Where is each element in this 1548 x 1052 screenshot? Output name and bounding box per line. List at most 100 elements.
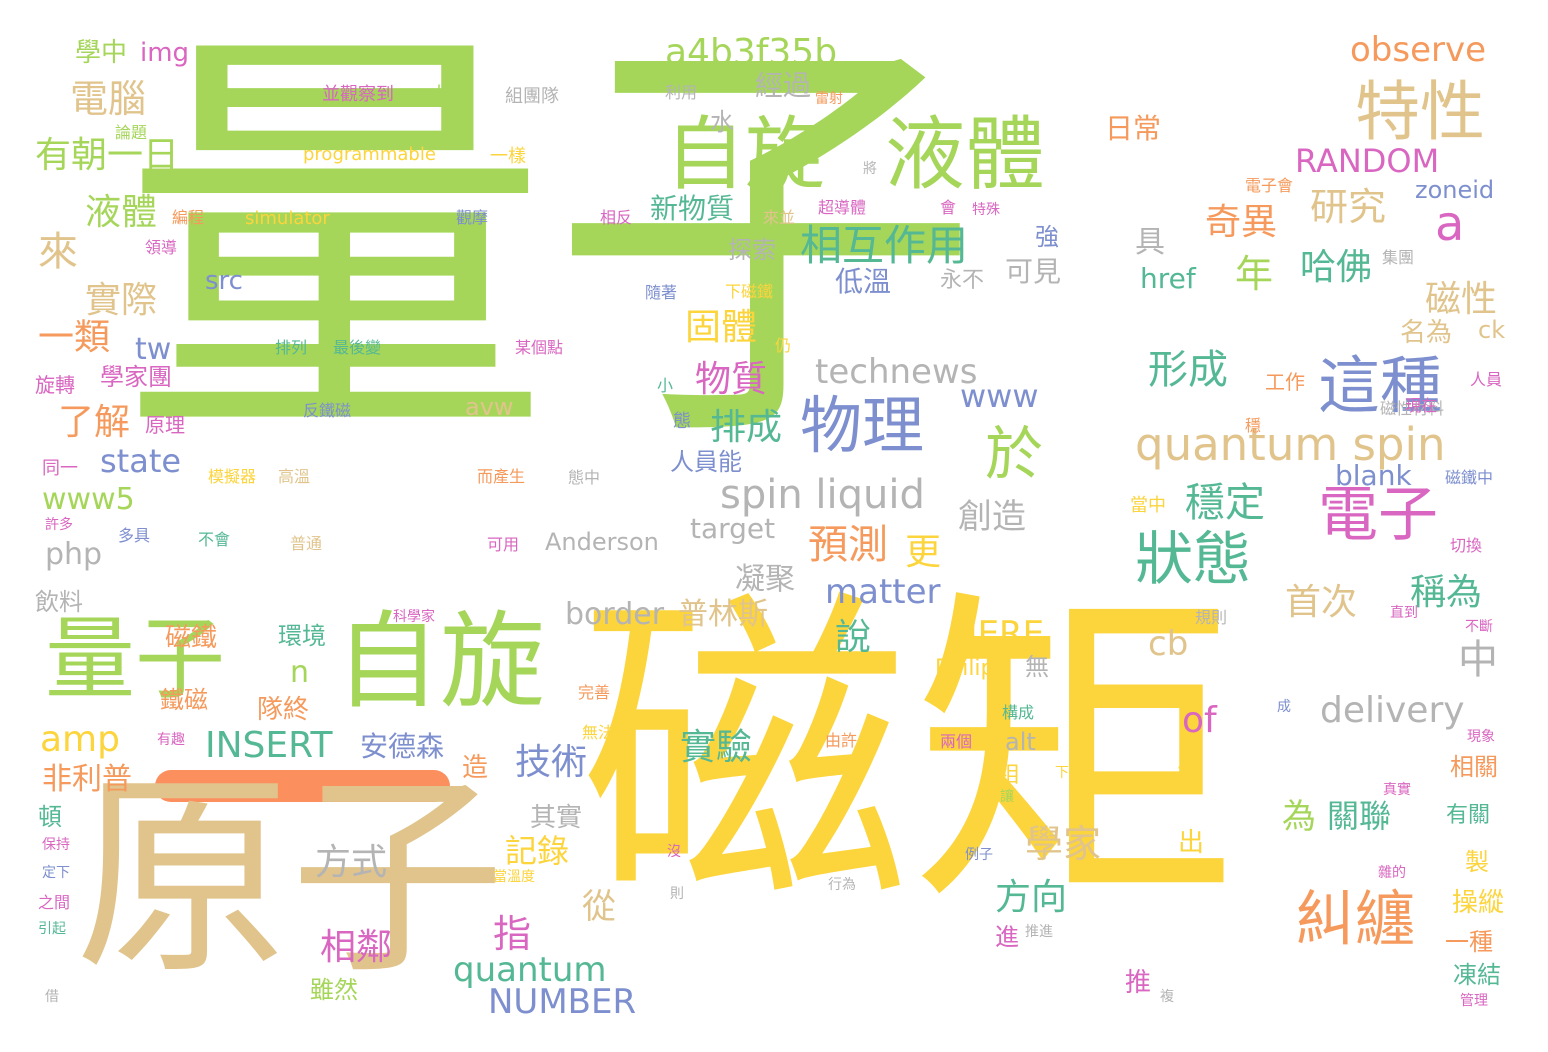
- word-cjk-108: 頓: [38, 803, 62, 831]
- word-anderson-83: Anderson: [545, 528, 659, 556]
- word-cjk-6: 液體: [885, 108, 1045, 201]
- word-cjk-3: 量子: [45, 607, 225, 712]
- word-cjk-21: 形成: [1148, 347, 1228, 393]
- word-cjk-189: 當溫度: [493, 869, 535, 885]
- word-cjk-96: 旋轉: [35, 373, 75, 397]
- word-cjk-196: 引起: [38, 921, 66, 937]
- word-zoneid-39: zoneid: [1415, 176, 1495, 204]
- word-cjk-101: 環境: [278, 622, 326, 650]
- word-here-69: HERE: [952, 614, 1045, 654]
- word-cjk-121: 製: [1465, 848, 1489, 876]
- word-cjk-149: 排列: [275, 338, 308, 357]
- word-cjk-131: 組團隊: [505, 86, 559, 107]
- word-cjk-18: 電腦: [70, 77, 147, 121]
- word-observe-19: observe: [1350, 30, 1487, 70]
- word-cjk-180: 兩個: [940, 732, 973, 751]
- word-random-33: RANDOM: [1295, 142, 1440, 180]
- word-img-92: img: [140, 38, 190, 68]
- word-n-78: n: [290, 655, 310, 690]
- word-cjk-8: 物理: [800, 389, 925, 462]
- word-php-32: php: [45, 537, 103, 572]
- word-cjk-177: 無法: [582, 723, 615, 742]
- word-cjk-112: 推: [1125, 968, 1152, 998]
- word-cjk-79: 普林斯: [678, 597, 768, 632]
- word-number-65: NUMBER: [488, 982, 637, 1022]
- word-delivery-59: delivery: [1320, 690, 1465, 731]
- word-cjk-26: 實際: [85, 280, 158, 321]
- word-cjk-155: 態: [673, 411, 691, 432]
- word-cjk-49: 穩定: [1185, 480, 1265, 526]
- word-of-72: of: [1182, 700, 1217, 741]
- word-cjk-153: 反鐵磁: [303, 401, 352, 420]
- word-cjk-139: 利用: [665, 83, 698, 102]
- word-blank-84: blank: [1335, 459, 1412, 492]
- word-cjk-161: 許多: [45, 517, 73, 533]
- word-cjk-67: 從: [582, 887, 616, 927]
- word-cjk-74: 關聯: [1327, 797, 1392, 835]
- word-cjk-124: 強: [1035, 223, 1059, 251]
- word-cjk-13: 於: [985, 420, 1044, 488]
- word-cjk-81: 凝聚: [735, 562, 795, 597]
- word-cjk-170: 當中: [1130, 495, 1166, 516]
- word-cjk-90: 經過: [755, 69, 812, 102]
- word-cjk-147: 隨著: [645, 283, 678, 302]
- word-cjk-75: 安德森: [360, 730, 445, 763]
- word-alt-115: alt: [1005, 728, 1036, 756]
- word-cjk-162: 不會: [198, 530, 231, 549]
- word-cjk-119: 一種: [1445, 928, 1493, 956]
- word-href-40: href: [1140, 262, 1196, 295]
- word-insert-55: INSERT: [205, 725, 333, 766]
- word-cjk-158: 而產生: [477, 467, 526, 486]
- word-cjk-24: 液體: [85, 192, 158, 233]
- word-a-20: a: [1435, 196, 1465, 252]
- word-cjk-102: 磁鐵: [165, 623, 218, 653]
- word-cjk-132: 一樣: [490, 146, 526, 167]
- word-cjk-34: 研究: [1310, 185, 1387, 229]
- word-cjk-58: 實驗: [680, 727, 753, 768]
- word-cjk-179: 構成: [1002, 703, 1035, 722]
- word-ck-99: ck: [1478, 316, 1506, 344]
- word-cjk-144: 特殊: [972, 202, 1000, 218]
- word-cjk-143: 會: [940, 198, 957, 217]
- word-cjk-2: 原子: [75, 752, 505, 1003]
- word-quantum-spin-14: quantum spin: [1135, 418, 1446, 471]
- word-cjk-187: 雜的: [1378, 865, 1406, 881]
- word-cjk-29: 了解: [58, 402, 131, 443]
- word-cjk-27: 一類: [38, 317, 111, 358]
- word-cjk-37: 哈佛: [1300, 247, 1373, 288]
- word-cjk-5: 自旋: [665, 108, 825, 201]
- word-cjk-169: 磁鐵中: [1445, 468, 1494, 487]
- word-cjk-12: 糾纏: [1295, 885, 1415, 955]
- word-cjk-129: 並觀察到: [322, 84, 394, 105]
- word-cjk-176: 完善: [578, 683, 611, 702]
- word-cjk-11: 狀態: [1135, 525, 1252, 593]
- word-cjk-44: 排成: [710, 407, 783, 448]
- word-cjk-109: 出: [1178, 828, 1205, 858]
- word-cjk-107: 飲料: [35, 588, 83, 616]
- word-cjk-61: 方向: [995, 877, 1068, 918]
- word-cjk-160: 多具: [118, 526, 151, 545]
- word-cjk-182: 現象: [1467, 729, 1495, 745]
- word-state-30: state: [100, 442, 182, 480]
- word-cjk-198: 借: [45, 989, 59, 1005]
- word-a4b3f35b-17: a4b3f35b: [665, 32, 838, 73]
- word-cjk-68: 記錄: [505, 832, 570, 870]
- word-cjk-36: 年: [1235, 252, 1274, 296]
- word-avw-85: avw: [465, 393, 514, 421]
- word-cjk-54: 日常: [1105, 112, 1162, 145]
- word-cjk-91: 水: [710, 108, 734, 136]
- word-cjk-62: 方式: [315, 842, 388, 883]
- word-cjk-125: 永不: [940, 268, 985, 293]
- word-cjk-200: 管理: [1460, 993, 1488, 1009]
- word-cjk-50: 首次: [1285, 582, 1358, 623]
- word-cjk-188: 沒: [667, 844, 681, 860]
- word-cjk-9: 這種: [1318, 349, 1443, 422]
- word-cjk-41: 具: [1135, 225, 1165, 260]
- word-cjk-113: 雖然: [310, 976, 358, 1004]
- word-src-94: src: [205, 266, 243, 296]
- word-cjk-120: 凍結: [1453, 961, 1501, 989]
- word-cjk-156: 模擬器: [208, 467, 257, 486]
- word-cjk-191: 行為: [828, 877, 856, 893]
- word-cjk-116: 相: [997, 763, 1020, 788]
- word-cjk-193: 保持: [42, 837, 70, 853]
